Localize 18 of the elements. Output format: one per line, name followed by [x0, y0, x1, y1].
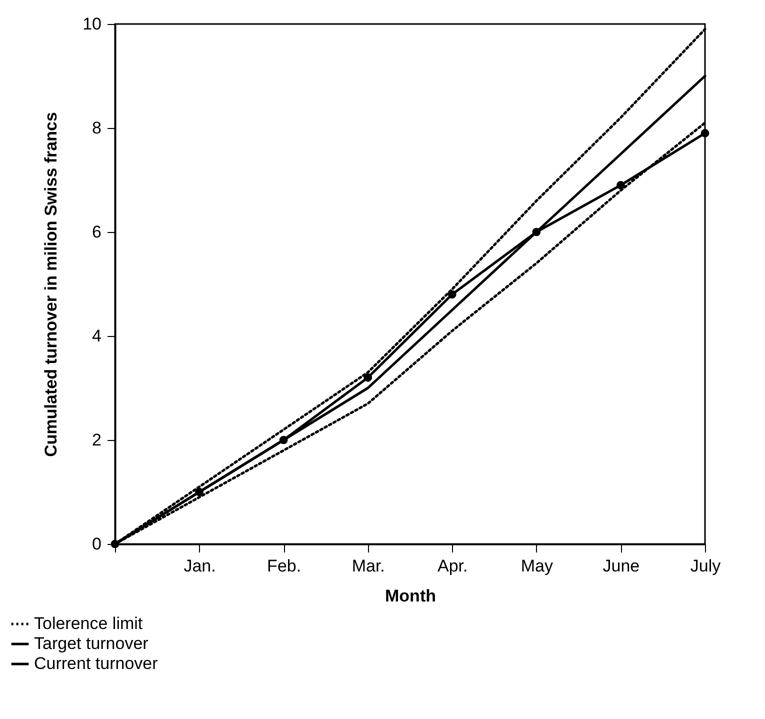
- y-tick-label: 2: [92, 430, 102, 450]
- legend-label: Current turnover: [34, 654, 158, 673]
- x-tick-label: Apr.: [438, 556, 468, 576]
- x-tick-label: June: [602, 556, 640, 576]
- y-axis-title: Cumulated turnover in milion Swiss francs: [42, 112, 61, 457]
- x-tick-label: Feb.: [267, 556, 302, 576]
- x-tick-label: Mar.: [352, 556, 385, 576]
- y-tick-label: 8: [92, 118, 102, 138]
- x-axis-title: Month: [385, 586, 436, 606]
- legend-label: Tolerence limit: [34, 614, 143, 633]
- y-tick-label: 0: [92, 534, 102, 554]
- y-tick-label: 4: [92, 326, 102, 346]
- x-tick-label: July: [690, 556, 722, 576]
- legend-label: Target turnover: [34, 634, 149, 653]
- x-tick-label: Jan.: [184, 556, 216, 576]
- y-tick-label: 10: [82, 14, 102, 34]
- x-tick-label: May: [520, 556, 554, 576]
- y-tick-label: 6: [92, 222, 102, 242]
